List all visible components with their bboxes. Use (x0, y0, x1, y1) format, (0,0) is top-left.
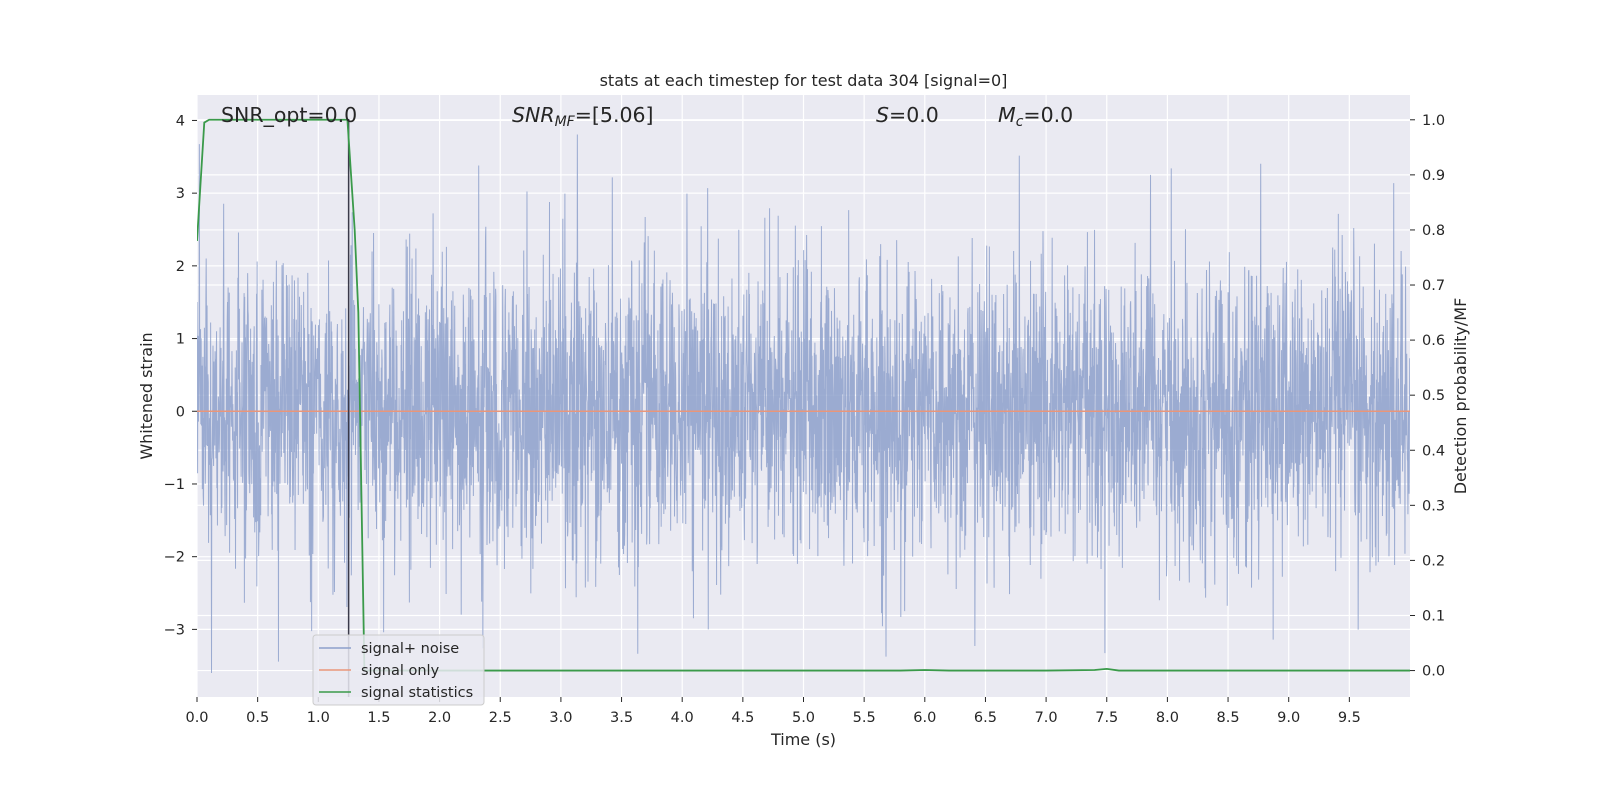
x-tick-label: 8.0 (1156, 710, 1179, 726)
legend: signal+ noise signal only signal statist… (312, 634, 485, 706)
y2-tick-label: 0.4 (1422, 443, 1445, 459)
y2-tick-label: 0.5 (1422, 388, 1445, 404)
legend-box (312, 634, 485, 706)
annotation-snr-mf-var: SNR (512, 103, 555, 127)
y-tick-label: 2 (176, 259, 185, 275)
annotation-snr-mf-sub: MF (555, 114, 576, 130)
y2-tick-label: 0.3 (1422, 498, 1445, 514)
y2-tick-label: 0.8 (1422, 223, 1445, 239)
x-tick-label: 1.5 (367, 710, 390, 726)
x-axis-ticks: 0.0 0.5 1.0 1.5 2.0 2.5 3.0 3.5 4.0 4.5 5.0 5.5 6.0 6… (185, 697, 1361, 726)
x-tick-label: 4.5 (731, 710, 754, 726)
legend-label-signal-only: signal only (361, 663, 440, 679)
annotation-snr-opt: SNR_opt=0.0 (221, 103, 357, 128)
x-tick-label: 5.5 (853, 710, 876, 726)
annotation-s-value: =0.0 (889, 103, 939, 127)
y2-tick-label: 0.2 (1422, 553, 1445, 569)
y-tick-label: −1 (164, 477, 185, 493)
x-tick-label: 3.0 (549, 710, 572, 726)
legend-label-signal-noise: signal+ noise (361, 641, 459, 657)
y2-tick-label: 0.1 (1422, 608, 1445, 624)
y2-tick-label: 0.9 (1422, 168, 1445, 184)
annotation-snr-mf-value: =[5.06] (575, 103, 654, 127)
y2-tick-label: 0.0 (1422, 664, 1445, 680)
annotation-s-var: S (876, 103, 889, 127)
x-tick-label: 8.5 (1217, 710, 1240, 726)
x-tick-label: 5.0 (792, 710, 815, 726)
x-tick-label: 4.0 (671, 710, 694, 726)
y2-tick-label: 0.7 (1422, 278, 1445, 294)
line-series (197, 118, 1410, 697)
annotation-snr-mf: SNRMF=[5.06] (512, 103, 654, 130)
y-axis-ticks: −3 −2 −1 0 1 2 3 4 (164, 113, 197, 638)
y-tick-label: −3 (164, 622, 185, 638)
x-tick-label: 0.5 (246, 710, 269, 726)
y-tick-label: 4 (176, 113, 185, 129)
x-tick-label: 0.0 (185, 710, 208, 726)
x-tick-label: 2.5 (489, 710, 512, 726)
y-tick-label: 0 (176, 404, 185, 420)
y2-tick-label: 0.6 (1422, 333, 1445, 349)
y2-axis-ticks: 0.0 0.1 0.2 0.3 0.4 0.5 0.6 0.7 0.8 0.9 1.0 (1410, 113, 1445, 680)
x-tick-label: 9.0 (1277, 710, 1300, 726)
x-axis-label: Time (s) (770, 730, 836, 749)
series-signal-noise-line (197, 134, 1410, 674)
x-tick-label: 6.0 (913, 710, 936, 726)
y-tick-label: 1 (176, 332, 185, 348)
x-tick-label: 3.5 (610, 710, 633, 726)
y-tick-label: 3 (176, 186, 185, 202)
annotation-mc-sub: c (1016, 114, 1024, 130)
annotation-mc-var: M (998, 103, 1016, 127)
legend-label-signal-statistics: signal statistics (361, 685, 473, 701)
x-tick-label: 7.5 (1095, 710, 1118, 726)
series-signal-statistics-line (197, 118, 1410, 672)
x-tick-label: 6.5 (974, 710, 997, 726)
signal-noise-series (197, 134, 1410, 674)
y-axis-label: Whitened strain (137, 332, 156, 459)
y-tick-label: −2 (164, 550, 185, 566)
y2-axis-label: Detection probability/MF (1451, 298, 1470, 495)
x-tick-label: 7.0 (1035, 710, 1058, 726)
x-tick-label: 2.0 (428, 710, 451, 726)
annotation-mc: Mc=0.0 (998, 103, 1073, 130)
x-tick-label: 9.5 (1338, 710, 1361, 726)
annotation-s: S=0.0 (876, 103, 939, 127)
x-tick-label: 1.0 (307, 710, 330, 726)
y2-tick-label: 1.0 (1422, 113, 1445, 129)
chart-title: stats at each timestep for test data 304… (600, 71, 1008, 90)
annotation-mc-value: =0.0 (1023, 103, 1073, 127)
